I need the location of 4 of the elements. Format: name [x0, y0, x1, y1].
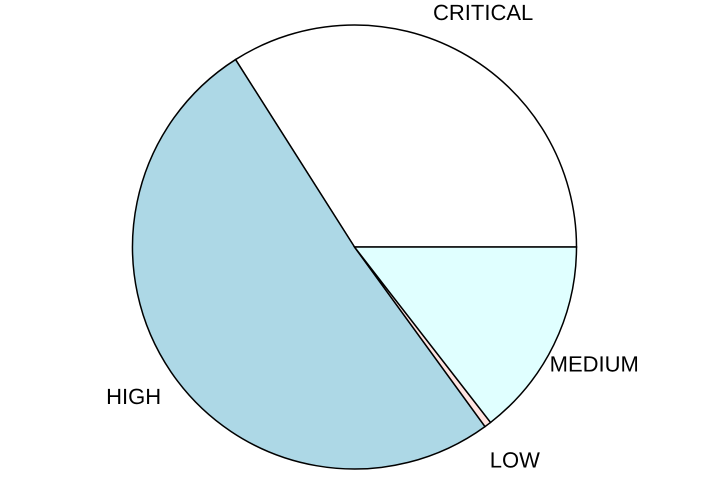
- slice-label: CRITICAL: [433, 0, 534, 26]
- slice-label: LOW: [490, 448, 540, 473]
- slice-label: MEDIUM: [550, 351, 639, 376]
- slice-label: HIGH: [106, 384, 162, 410]
